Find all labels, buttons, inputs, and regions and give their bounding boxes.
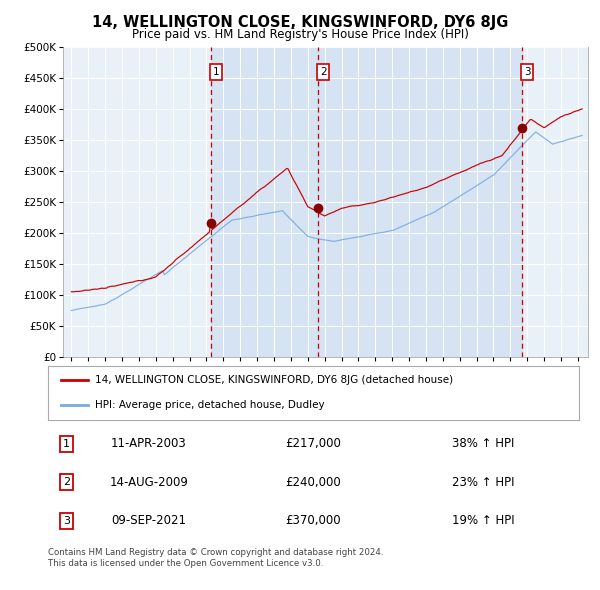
Text: Price paid vs. HM Land Registry's House Price Index (HPI): Price paid vs. HM Land Registry's House … [131, 28, 469, 41]
Text: £370,000: £370,000 [286, 514, 341, 527]
Text: 19% ↑ HPI: 19% ↑ HPI [452, 514, 514, 527]
Text: 09-SEP-2021: 09-SEP-2021 [112, 514, 187, 527]
Text: 1: 1 [213, 67, 220, 77]
Bar [318, 47, 522, 357]
Text: £217,000: £217,000 [286, 437, 341, 451]
Text: 2: 2 [63, 477, 70, 487]
Text: This data is licensed under the Open Government Licence v3.0.: This data is licensed under the Open Gov… [48, 559, 323, 568]
Text: 14, WELLINGTON CLOSE, KINGSWINFORD, DY6 8JG: 14, WELLINGTON CLOSE, KINGSWINFORD, DY6 … [92, 15, 508, 30]
Bar [211, 47, 318, 357]
Text: 3: 3 [524, 67, 530, 77]
Text: 2: 2 [320, 67, 326, 77]
Text: 38% ↑ HPI: 38% ↑ HPI [452, 437, 514, 451]
Text: HPI: Average price, detached house, Dudley: HPI: Average price, detached house, Dudl… [95, 401, 325, 411]
Text: £240,000: £240,000 [286, 476, 341, 489]
Text: 14, WELLINGTON CLOSE, KINGSWINFORD, DY6 8JG (detached house): 14, WELLINGTON CLOSE, KINGSWINFORD, DY6 … [95, 375, 453, 385]
Text: 3: 3 [63, 516, 70, 526]
Text: 11-APR-2003: 11-APR-2003 [111, 437, 187, 451]
Text: Contains HM Land Registry data © Crown copyright and database right 2024.: Contains HM Land Registry data © Crown c… [48, 548, 383, 556]
Text: 1: 1 [63, 439, 70, 449]
Text: 14-AUG-2009: 14-AUG-2009 [109, 476, 188, 489]
Text: 23% ↑ HPI: 23% ↑ HPI [452, 476, 514, 489]
